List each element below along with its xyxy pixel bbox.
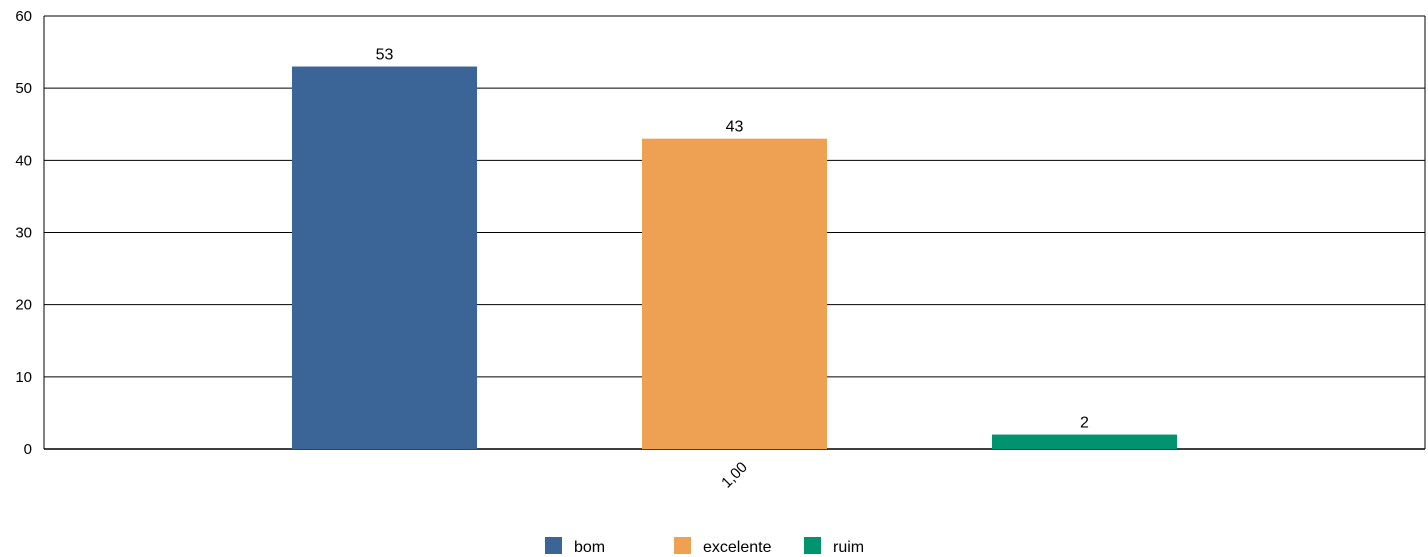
x-tick-label: 1,00 [718,459,751,492]
data-labels: 53 43 2 [376,47,1089,432]
legend-swatch-bom [545,537,562,554]
y-tick-label: 50 [15,80,32,97]
legend-label-bom: bom [574,539,605,556]
y-axis-ticks: 0 10 20 30 40 50 60 [15,8,32,458]
legend: bom excelente ruim [545,537,864,556]
bar-bom [292,66,477,450]
y-tick-label: 40 [15,152,32,169]
x-axis-ticks: 1,00 [718,459,751,492]
data-label: 43 [726,119,744,136]
y-tick-label: 30 [15,225,32,242]
y-tick-label: 60 [15,8,32,25]
legend-label-ruim: ruim [833,539,864,556]
bars [292,66,1177,450]
legend-swatch-ruim [804,537,821,554]
legend-swatch-excelente [674,537,691,554]
bar-ruim [992,434,1177,449]
y-tick-label: 10 [15,369,32,386]
legend-label-excelente: excelente [703,539,772,556]
data-label: 2 [1080,415,1089,432]
data-label: 53 [376,47,394,64]
bar-excelente [642,138,827,449]
y-tick-label: 0 [24,441,32,458]
y-tick-label: 20 [15,297,32,314]
